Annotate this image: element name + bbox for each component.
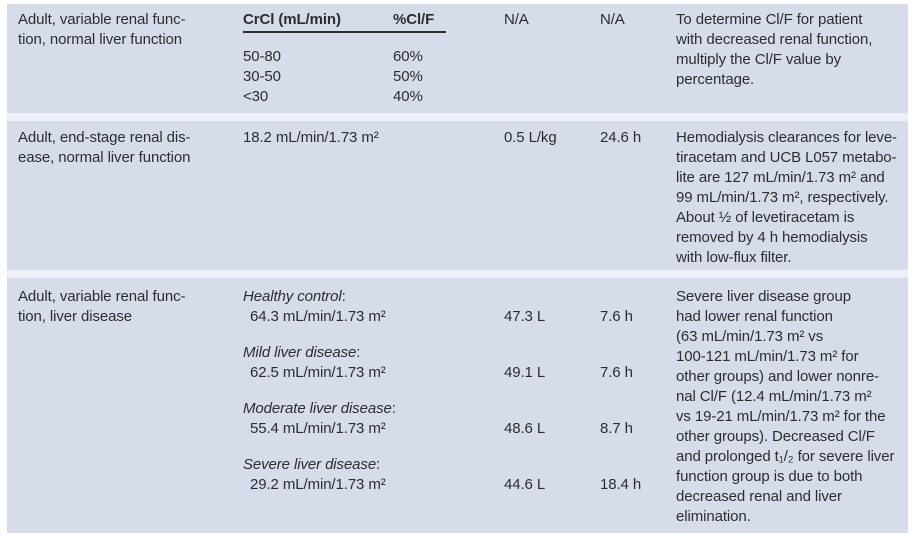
group-label: Severe liver disease:	[243, 455, 498, 475]
volume-cell: 0.5 L/kg	[504, 129, 557, 146]
liver-disease-groups: Healthy control: 64.3 mL/min/1.73 m² 47.…	[243, 287, 676, 495]
clf-percent-header-label: %Cl/F	[393, 11, 435, 28]
crcl-value-row: 50-80 60%	[243, 47, 498, 67]
population-cell: Adult, variable renal func- tion, normal…	[18, 11, 186, 48]
comment-cell: Severe liver disease group had lower ren…	[676, 288, 895, 525]
clearance-value: 62.5 mL/min/1.73 m²	[250, 364, 386, 381]
volume-value: 48.6 L	[504, 420, 546, 437]
population-cell: Adult, end-stage renal dis- ease, normal…	[18, 129, 191, 166]
crcl-value-row: <30 40%	[243, 87, 498, 107]
comment-cell: Hemodialysis clearances for leve- tirace…	[676, 129, 897, 266]
half-life-cell: 24.6 h	[600, 129, 642, 146]
group-label-text: Moderate liver disease	[243, 400, 392, 417]
half-life-cell: N/A	[600, 11, 625, 28]
group-label-colon: :	[341, 288, 346, 305]
group-label-text: Severe liver disease	[243, 456, 377, 473]
group-label-colon: :	[356, 344, 361, 361]
liver-group-severe: Severe liver disease: 29.2 mL/min/1.73 m…	[243, 455, 676, 495]
half-life-value: 7.6 h	[600, 308, 633, 325]
table-row-variable-renal-normal-liver: Adult, variable renal func- tion, normal…	[7, 4, 908, 113]
volume-value: 49.1 L	[504, 364, 546, 381]
clearance-value: 55.4 mL/min/1.73 m²	[250, 420, 386, 437]
crcl-range: <30	[243, 88, 269, 105]
table-row-end-stage-renal-normal-liver: Adult, end-stage renal dis- ease, normal…	[7, 121, 908, 270]
crcl-subtable-header: CrCl (mL/min) %Cl/F	[243, 10, 446, 33]
liver-group-healthy-control: Healthy control: 64.3 mL/min/1.73 m² 47.…	[243, 287, 676, 327]
group-label: Healthy control:	[243, 287, 498, 307]
crcl-range: 50-80	[243, 48, 281, 65]
group-label-text: Healthy control	[243, 288, 342, 305]
pharmacokinetics-table: Adult, variable renal func- tion, normal…	[7, 4, 908, 533]
comment-cell: To determine Cl/F for patient with decre…	[676, 11, 873, 88]
clf-percent: 60%	[393, 48, 423, 65]
half-life-value: 8.7 h	[600, 420, 633, 437]
clf-percent: 40%	[393, 88, 423, 105]
clearance-value: 64.3 mL/min/1.73 m²	[250, 308, 386, 325]
group-label: Moderate liver disease:	[243, 399, 498, 419]
clf-percent: 50%	[393, 68, 423, 85]
crcl-header-label: CrCl (mL/min)	[243, 11, 341, 28]
crcl-range: 30-50	[243, 68, 281, 85]
volume-value: 44.6 L	[504, 476, 546, 493]
group-label-text: Mild liver disease	[243, 344, 357, 361]
half-life-value: 7.6 h	[600, 364, 633, 381]
crcl-value-row: 30-50 50%	[243, 67, 498, 87]
clearance-value: 29.2 mL/min/1.73 m²	[250, 476, 386, 493]
volume-cell: N/A	[504, 11, 529, 28]
group-label-colon: :	[376, 456, 381, 473]
group-label: Mild liver disease:	[243, 343, 498, 363]
crcl-subtable-values: 50-80 60% 30-50 50% <30 40%	[243, 47, 498, 107]
liver-group-mild: Mild liver disease: 62.5 mL/min/1.73 m² …	[243, 343, 676, 383]
volume-value: 47.3 L	[504, 308, 546, 325]
group-label-colon: :	[391, 400, 396, 417]
table-row-variable-renal-liver-disease: Adult, variable renal func- tion, liver …	[7, 278, 908, 533]
population-cell: Adult, variable renal func- tion, liver …	[18, 288, 186, 325]
liver-group-moderate: Moderate liver disease: 55.4 mL/min/1.73…	[243, 399, 676, 439]
half-life-value: 18.4 h	[600, 476, 642, 493]
clearance-cell: 18.2 mL/min/1.73 m²	[243, 129, 379, 146]
crcl-subtable: CrCl (mL/min) %Cl/F 50-80 60% 30-50 50% …	[243, 10, 498, 107]
